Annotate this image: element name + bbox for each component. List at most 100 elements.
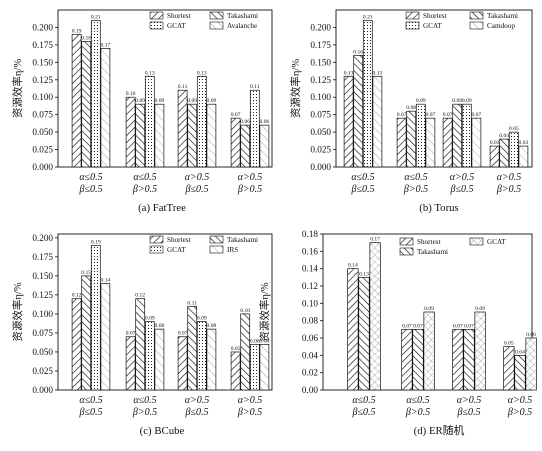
- bar-value-label: 0.07: [413, 323, 423, 329]
- legend-label: GCAT: [167, 246, 186, 254]
- y-tick-label: 0.04: [302, 350, 318, 360]
- bar-takashami: [187, 305, 198, 391]
- bar-takashami: [240, 124, 251, 168]
- bar-value-label: 0.08: [406, 105, 416, 111]
- x-category-label: β≤0.5: [79, 184, 103, 195]
- bar-shortest: [396, 117, 407, 168]
- bar-value-label: 0.03: [519, 140, 529, 146]
- bar-value-label: 0.07: [397, 112, 407, 118]
- legend-label: GCAT: [423, 22, 442, 30]
- bar-takashami: [240, 313, 251, 391]
- bar-value-label: 0.07: [443, 112, 453, 118]
- y-tick-label: 0.175: [32, 40, 53, 50]
- bar-shortest: [503, 346, 515, 391]
- bar-value-label: 0.11: [178, 84, 188, 90]
- bar-avalanche: [206, 103, 217, 168]
- x-category-label: β>0.5: [496, 184, 521, 195]
- bar-gcat: [508, 131, 519, 168]
- bar-value-label: 0.14: [101, 277, 111, 283]
- x-category-label: α≤0.5: [352, 395, 375, 406]
- y-tick-label: 0.075: [32, 110, 53, 120]
- bar-takashami: [135, 103, 146, 168]
- x-category-label: β>0.5: [237, 407, 262, 418]
- x-category-label: β>0.5: [405, 407, 430, 418]
- bar-gcat: [362, 20, 373, 168]
- bar-takashami: [135, 298, 146, 391]
- y-tick-label: 0.025: [32, 145, 53, 155]
- bar-avalanche: [154, 103, 165, 168]
- bar-value-label: 0.21: [91, 14, 101, 20]
- bar-value-label: 0.09: [197, 316, 207, 322]
- x-category-label: α>0.5: [185, 395, 210, 406]
- legend-label: Takashami: [487, 12, 518, 20]
- bar-value-label: 0.09: [462, 98, 472, 104]
- bar-shortest: [177, 89, 188, 168]
- bar-value-label: 0.07: [453, 323, 463, 329]
- bar-value-label: 0.16: [353, 49, 363, 55]
- bar-shortest: [489, 145, 500, 168]
- y-tick-label: 0.100: [32, 92, 53, 102]
- bar-takashami: [406, 110, 417, 168]
- subplot-caption: (c) BCube: [140, 425, 185, 437]
- x-category-label: α≤0.5: [79, 172, 102, 183]
- y-tick-label: 0.025: [310, 145, 331, 155]
- x-category-label: α≤0.5: [406, 395, 429, 406]
- legend-label: Shortest: [423, 12, 447, 20]
- bar-value-label: 0.07: [402, 323, 412, 329]
- bar-value-label: 0.09: [207, 98, 217, 104]
- bar-gcat: [369, 242, 381, 391]
- y-axis-label: 资源效率η/%: [11, 59, 24, 118]
- bar-gcat: [144, 321, 155, 391]
- bar-value-label: 0.04: [499, 133, 509, 139]
- bar-value-label: 0.07: [231, 112, 241, 118]
- legend-label: Shortest: [417, 238, 441, 246]
- y-tick-label: 0.18: [302, 229, 318, 239]
- bar-shortest: [71, 298, 82, 391]
- y-tick-label: 0.050: [310, 127, 331, 137]
- x-category-label: β>0.5: [132, 407, 157, 418]
- x-category-label: α>0.5: [185, 172, 210, 183]
- y-tick-label: 0.025: [32, 366, 53, 376]
- bar-value-label: 0.18: [81, 35, 91, 41]
- bar-gcat: [249, 89, 260, 168]
- bar-value-label: 0.09: [452, 98, 462, 104]
- bar-value-label: 0.07: [426, 112, 436, 118]
- x-category-label: β≤0.5: [352, 407, 376, 418]
- bar-value-label: 0.07: [126, 331, 136, 337]
- bar-value-label: 0.09: [416, 98, 426, 104]
- bar-gcat: [525, 337, 537, 391]
- bar-value-label: 0.17: [370, 237, 380, 243]
- legend: Shortest Takashami GCAT IRS: [149, 235, 258, 254]
- bar-value-label: 0.19: [72, 28, 82, 34]
- subplot-caption: (d) ER随机: [414, 423, 465, 437]
- y-tick-label: 0.175: [32, 252, 53, 262]
- legend-swatch: [209, 11, 224, 20]
- bar-gcat: [90, 245, 101, 391]
- bar-gcat: [249, 343, 260, 391]
- bar-value-label: 0.06: [240, 119, 250, 125]
- bar-gcat: [196, 75, 207, 168]
- legend-swatch: [149, 245, 164, 254]
- bar-gcat: [474, 311, 486, 391]
- bar-camdoop: [425, 117, 436, 168]
- bar-takashami: [187, 103, 198, 168]
- legend-swatch: [469, 237, 484, 246]
- x-category-label: α≤0.5: [79, 395, 102, 406]
- bar-shortest: [343, 75, 354, 168]
- chart-panel-fattree: 0.000 0.025 0.050 0.075 0.100 0.125 0.150 0.175…: [11, 9, 273, 214]
- bar-value-label: 0.07: [464, 323, 474, 329]
- bar-takashami: [514, 354, 526, 391]
- bar-value-label: 0.08: [155, 323, 165, 329]
- bar-value-label: 0.11: [187, 300, 197, 306]
- x-category-label: α>0.5: [238, 172, 263, 183]
- bar-avalanche: [100, 48, 111, 168]
- legend-label: Shortest: [167, 12, 191, 20]
- legend-swatch: [399, 237, 414, 246]
- y-tick-label: 0.100: [32, 309, 53, 319]
- legend-label: GCAT: [167, 22, 186, 30]
- bar-value-label: 0.09: [145, 316, 155, 322]
- y-tick-label: 0.200: [32, 22, 53, 32]
- bar-value-label: 0.13: [344, 70, 354, 76]
- x-category-label: α>0.5: [497, 172, 522, 183]
- legend-swatch: [405, 11, 420, 20]
